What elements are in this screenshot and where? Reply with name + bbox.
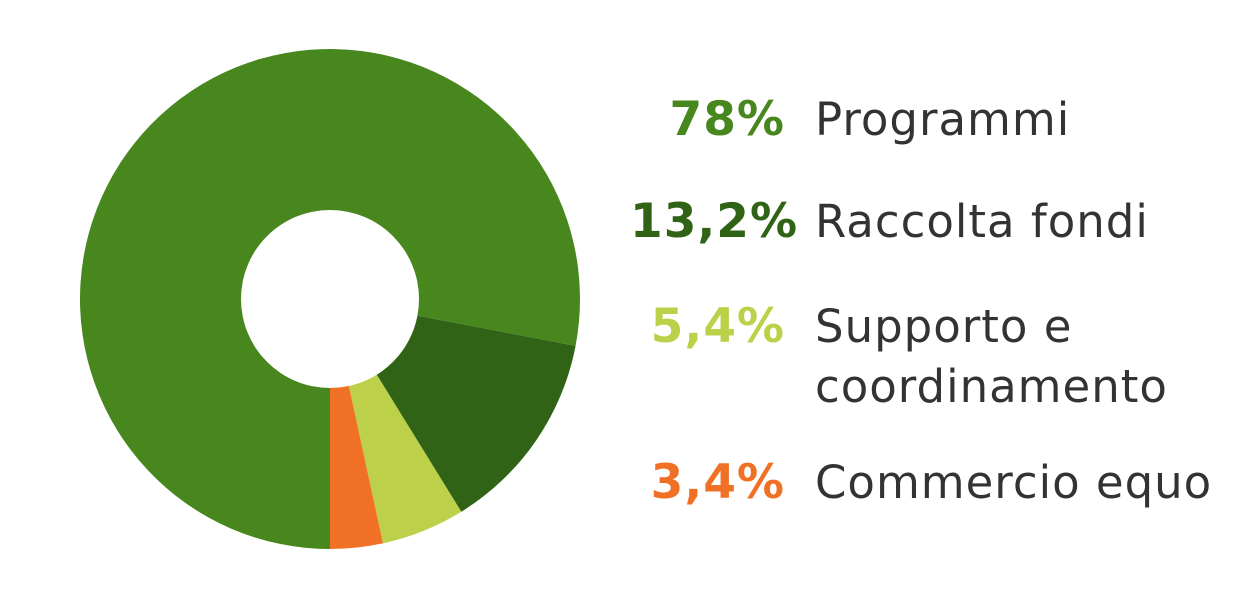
donut-hole (241, 210, 419, 388)
legend-percent-commercio-equo: 3,4% (650, 455, 785, 510)
legend-percent-supporto-coordinamento: 5,4% (650, 299, 785, 354)
legend-percent-programmi: 78% (669, 92, 785, 147)
legend-item-raccolta-fondi: 13,2% Raccolta fondi (630, 192, 1230, 252)
legend-label-raccolta-fondi: Raccolta fondi (815, 195, 1149, 248)
legend-item-programmi: 78% Programmi (630, 90, 1230, 150)
legend-item-commercio-equo: 3,4% Commercio equo (630, 453, 1230, 513)
legend-label-supporto-coordinamento: Supporto e coordinamento (815, 300, 1168, 413)
legend-item-supporto-coordinamento: 5,4% Supporto e coordinamento (630, 297, 1230, 417)
legend-percent-raccolta-fondi: 13,2% (630, 194, 799, 249)
legend-label-commercio-equo: Commercio equo (815, 456, 1213, 509)
legend-label-programmi: Programmi (815, 93, 1071, 146)
